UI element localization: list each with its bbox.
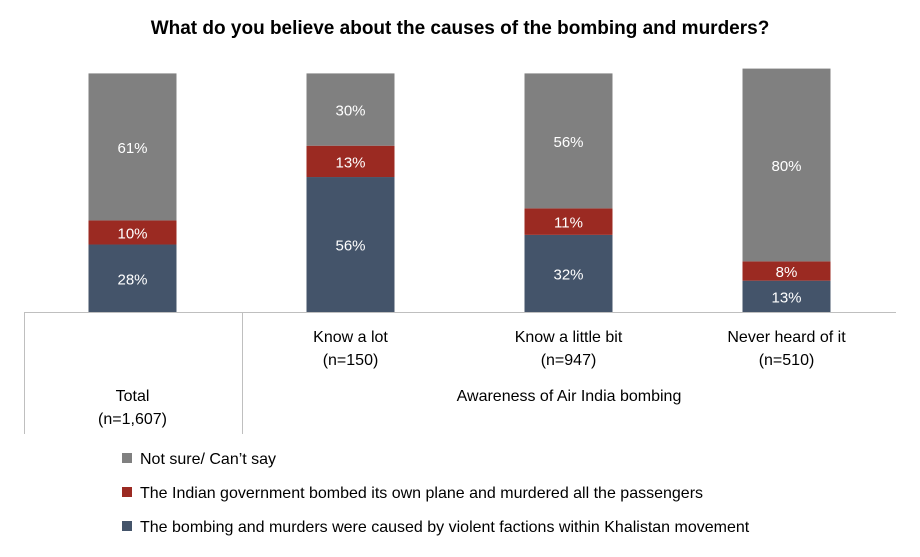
legend-swatch <box>122 520 132 531</box>
bar-segment <box>88 73 177 221</box>
data-label: 56% <box>335 238 365 255</box>
bar-segment <box>306 177 395 312</box>
bar-segment <box>742 68 831 262</box>
category-n-label: (n=150) <box>323 352 379 369</box>
category-label: Never heard of it <box>727 329 846 346</box>
data-label: 13% <box>335 154 365 171</box>
category-n-label: (n=947) <box>541 352 597 369</box>
data-label: 80% <box>771 158 801 175</box>
data-label: 32% <box>553 266 583 283</box>
legend-label: The Indian government bombed its own pla… <box>140 485 704 502</box>
data-label: 13% <box>771 289 801 306</box>
legend-item: Not sure/ Can’t say <box>122 451 276 469</box>
bar-segment <box>88 220 177 245</box>
data-label: 56% <box>553 134 583 151</box>
data-label: 8% <box>776 264 798 281</box>
bar-segment <box>88 244 177 312</box>
category-label: Total <box>116 388 150 405</box>
category-label: Know a lot <box>313 329 388 346</box>
bar-segment <box>524 208 613 235</box>
bar-segment <box>742 280 831 312</box>
bar-segment <box>306 145 395 178</box>
legend-item: The Indian government bombed its own pla… <box>122 485 703 503</box>
data-label: 61% <box>117 140 147 157</box>
bar-segment <box>742 261 831 281</box>
legend-item: The bombing and murders were caused by v… <box>122 519 749 537</box>
bar-segment <box>306 73 395 146</box>
category-n-label: (n=1,607) <box>98 411 167 428</box>
category-group-label: Awareness of Air India bombing <box>457 388 682 405</box>
legend-swatch <box>122 452 132 463</box>
chart-title: What do you believe about the causes of … <box>150 18 770 39</box>
data-label: 10% <box>117 225 147 242</box>
data-label: 28% <box>117 271 147 288</box>
legend-swatch <box>122 486 132 497</box>
category-n-label: (n=510) <box>759 352 815 369</box>
data-label: 30% <box>335 103 365 120</box>
legend-label: The bombing and murders were caused by v… <box>140 519 750 536</box>
bar-segment <box>524 234 613 312</box>
bar-segment <box>524 73 613 209</box>
category-label: Know a little bit <box>515 329 623 346</box>
data-label: 11% <box>554 215 583 232</box>
legend-label: Not sure/ Can’t say <box>140 451 277 468</box>
